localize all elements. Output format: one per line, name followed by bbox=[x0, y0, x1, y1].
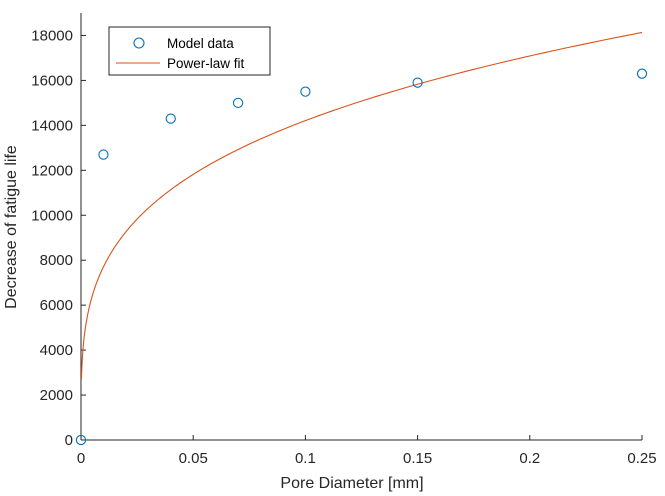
fit-layer bbox=[80, 31, 643, 379]
x-tick-label: 0.05 bbox=[179, 450, 208, 467]
marker-layer bbox=[75, 68, 648, 446]
legend: Model data Power-law fit bbox=[108, 26, 271, 76]
legend-label-power-law-fit: Power-law fit bbox=[167, 56, 245, 71]
y-tick-label: 4000 bbox=[40, 342, 73, 359]
data-point bbox=[636, 68, 648, 79]
x-tick-label: 0 bbox=[77, 450, 85, 467]
y-tick-label: 16000 bbox=[31, 72, 73, 89]
tick-labels: 0 0.05 0.1 0.15 0.2 0.25 0 2000 4000 6000 8000 1000… bbox=[31, 27, 656, 467]
x-axis-label: Pore Diameter [mm] bbox=[280, 475, 423, 492]
data-point bbox=[232, 97, 244, 109]
data-point bbox=[98, 149, 109, 160]
legend-label-model-data: Model data bbox=[167, 36, 234, 51]
data-point bbox=[300, 86, 311, 97]
data-point bbox=[75, 434, 87, 446]
y-tick-label: 8000 bbox=[40, 252, 73, 269]
y-tick-label: 2000 bbox=[40, 387, 73, 404]
power-law-fit-line bbox=[80, 31, 643, 379]
x-tick-label: 0.2 bbox=[519, 450, 540, 467]
x-tick-label: 0.25 bbox=[627, 450, 656, 467]
y-tick-label: 6000 bbox=[40, 297, 73, 314]
data-point bbox=[412, 77, 423, 88]
x-tick-label: 0.1 bbox=[295, 450, 316, 467]
y-tick-label: 14000 bbox=[31, 117, 73, 134]
plot-area bbox=[80, 13, 642, 441]
x-tick-label: 0.15 bbox=[403, 450, 432, 467]
axis-ticks bbox=[80, 34, 643, 441]
y-tick-label: 10000 bbox=[31, 207, 73, 224]
y-axis-label: Decrease of fatigue life bbox=[3, 145, 20, 309]
y-tick-label: 12000 bbox=[31, 162, 73, 179]
legend-box bbox=[108, 26, 271, 76]
data-point bbox=[165, 113, 176, 124]
y-tick-label: 18000 bbox=[31, 27, 73, 44]
legend-marker-model-data bbox=[133, 37, 145, 49]
y-tick-label: 0 bbox=[65, 432, 73, 449]
